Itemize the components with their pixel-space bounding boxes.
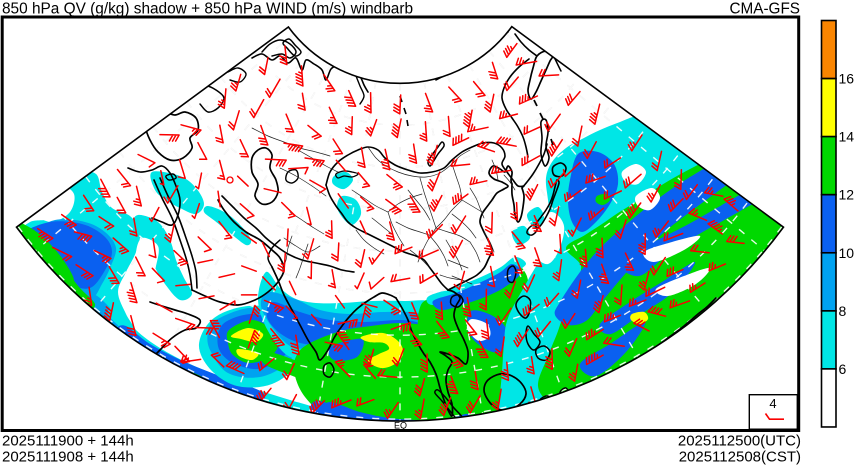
- svg-text:16: 16: [839, 71, 855, 87]
- svg-text:850 hPa QV (g/kg) shadow + 850: 850 hPa QV (g/kg) shadow + 850 hPa WIND …: [2, 1, 413, 18]
- svg-text:4: 4: [769, 396, 776, 411]
- svg-text:8: 8: [839, 303, 847, 319]
- svg-text:2025111900 + 144h: 2025111900 + 144h: [2, 433, 134, 450]
- svg-text:2025112508(CST): 2025112508(CST): [679, 449, 801, 466]
- svg-text:10: 10: [839, 245, 855, 261]
- svg-text:2025111908 + 144h: 2025111908 + 144h: [2, 449, 134, 466]
- svg-text:EQ: EQ: [394, 421, 407, 431]
- svg-text:14: 14: [839, 129, 855, 145]
- svg-text:6: 6: [839, 361, 847, 377]
- svg-text:12: 12: [839, 187, 855, 203]
- svg-text:2025112500(UTC): 2025112500(UTC): [678, 433, 801, 450]
- svg-text:CMA-GFS: CMA-GFS: [729, 1, 800, 18]
